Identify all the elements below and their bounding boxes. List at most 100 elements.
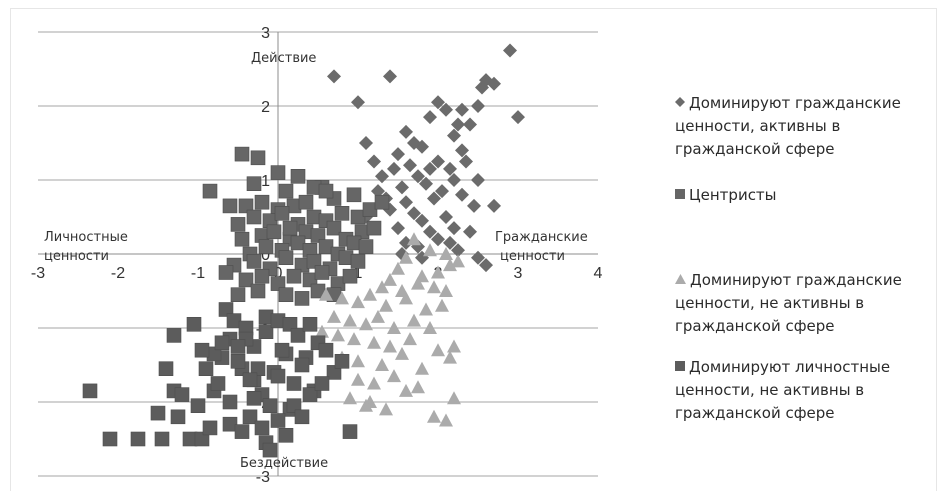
- data-point: [399, 235, 413, 250]
- data-point: [342, 424, 358, 439]
- data-point: [374, 194, 390, 210]
- data-point: [198, 361, 214, 377]
- data-point: [407, 313, 421, 327]
- data-point: [475, 80, 489, 95]
- data-point: [254, 194, 270, 210]
- data-point: [130, 431, 146, 447]
- data-point: [351, 354, 365, 368]
- data-point: [318, 342, 334, 358]
- data-point: [451, 243, 465, 258]
- legend-item-personal-inactive: Доминируют личностные ценности, не актив…: [675, 356, 937, 425]
- data-point: [334, 206, 350, 221]
- data-point: [270, 413, 286, 428]
- data-point: [226, 313, 242, 328]
- data-point: [230, 339, 246, 354]
- data-point: [391, 147, 405, 162]
- x-tick-label: -3: [31, 265, 45, 282]
- data-point: [431, 232, 445, 247]
- data-point: [350, 209, 366, 225]
- data-point: [234, 424, 250, 439]
- data-point: [274, 206, 290, 221]
- data-point: [407, 136, 421, 150]
- y-tick-label: 0: [261, 247, 270, 264]
- data-point: [230, 217, 246, 232]
- x-tick-label: -2: [111, 265, 125, 282]
- data-point: [415, 361, 429, 375]
- data-point: [327, 69, 341, 84]
- y-tick-label: 1: [261, 173, 270, 190]
- data-point: [439, 413, 453, 427]
- data-point: [375, 358, 389, 371]
- data-point: [387, 321, 401, 334]
- data-point: [278, 183, 294, 199]
- y-tick-label: -3: [256, 469, 270, 486]
- data-point: [242, 372, 258, 388]
- data-point: [403, 332, 417, 346]
- legend-label: Центристы: [689, 186, 777, 204]
- x-tick-label: 4: [594, 265, 603, 282]
- data-point: [395, 346, 409, 360]
- data-point: [443, 258, 457, 272]
- data-point: [218, 265, 234, 280]
- data-point: [315, 324, 329, 338]
- data-point: [443, 161, 457, 176]
- data-point: [210, 376, 226, 391]
- data-point: [503, 43, 517, 58]
- data-point: [326, 220, 342, 236]
- data-point: [487, 198, 501, 213]
- data-point: [246, 176, 262, 191]
- data-point: [270, 276, 286, 291]
- data-point: [202, 183, 218, 199]
- data-point: [246, 254, 262, 269]
- x-tick-label: 1: [354, 265, 363, 282]
- data-point: [242, 409, 258, 425]
- data-point: [431, 265, 445, 279]
- data-point: [411, 276, 425, 290]
- data-point: [391, 261, 405, 275]
- data-point: [327, 309, 341, 323]
- data-point: [511, 110, 525, 125]
- data-point: [459, 154, 473, 169]
- data-point: [423, 161, 437, 176]
- data-point: [367, 335, 381, 349]
- data-point: [399, 195, 413, 210]
- square-icon: [675, 189, 685, 199]
- data-point: [411, 169, 425, 184]
- data-point: [411, 380, 425, 394]
- data-point: [383, 339, 397, 353]
- data-point: [218, 302, 234, 317]
- data-point: [443, 235, 457, 250]
- square-icon: [675, 361, 685, 371]
- series-1: [202, 146, 390, 306]
- grid-lines: [38, 31, 598, 477]
- data-point: [258, 239, 274, 254]
- data-point: [262, 442, 278, 458]
- data-point: [371, 309, 385, 323]
- data-point: [363, 287, 377, 301]
- legend-item-civic-active: Доминируют гражданские ценности, активны…: [675, 92, 937, 161]
- data-point: [238, 272, 254, 288]
- data-point: [331, 328, 345, 342]
- axis-annotation-left-line2: ценности: [44, 249, 109, 264]
- data-point: [270, 368, 286, 384]
- data-point: [343, 391, 357, 405]
- data-point: [447, 173, 461, 187]
- data-point: [274, 342, 290, 358]
- legend-item-centrists: Центристы: [675, 184, 777, 207]
- data-point: [230, 353, 246, 369]
- data-point: [278, 250, 294, 265]
- data-point: [234, 146, 250, 162]
- data-point: [359, 398, 373, 412]
- data-point: [194, 342, 210, 358]
- data-point: [471, 173, 485, 187]
- data-point: [362, 202, 378, 217]
- data-point: [150, 405, 166, 421]
- data-point: [334, 353, 350, 369]
- data-point: [298, 194, 314, 210]
- data-point: [387, 161, 401, 176]
- data-point: [427, 191, 441, 206]
- data-point: [286, 268, 302, 284]
- data-point: [318, 183, 334, 199]
- data-point: [294, 357, 310, 373]
